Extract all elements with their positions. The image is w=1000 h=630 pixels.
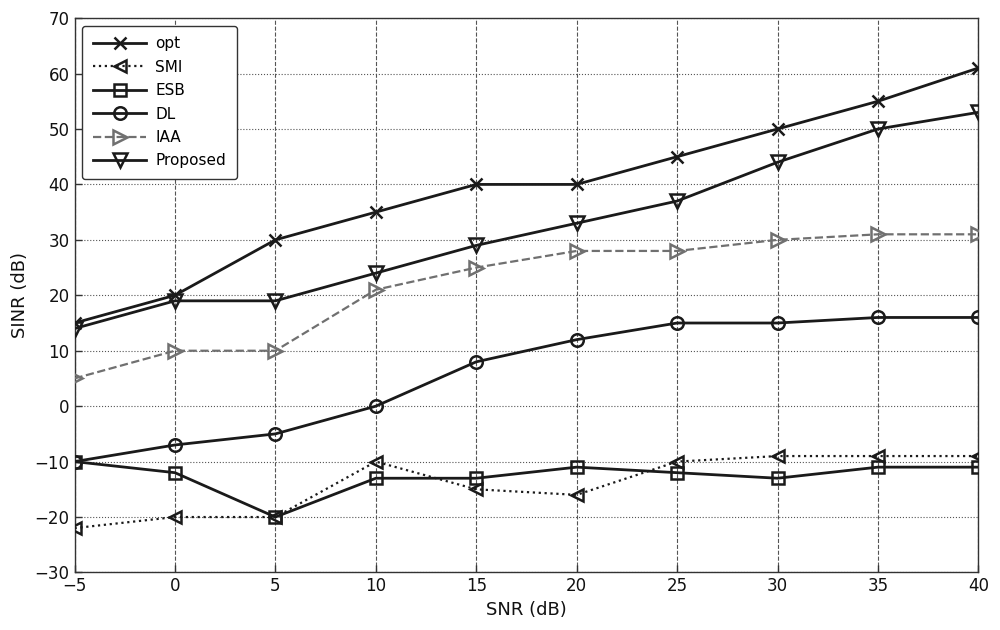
ESB <box>671 469 683 476</box>
IAA <box>69 375 81 382</box>
opt <box>972 64 984 72</box>
SMI <box>571 491 583 498</box>
Proposed <box>69 325 81 333</box>
Proposed <box>571 219 583 227</box>
Line: ESB: ESB <box>69 456 984 523</box>
ESB <box>872 463 884 471</box>
DL <box>571 336 583 343</box>
Legend: opt, SMI, ESB, DL, IAA, Proposed: opt, SMI, ESB, DL, IAA, Proposed <box>82 26 237 179</box>
Line: DL: DL <box>68 311 985 468</box>
Proposed <box>169 297 181 305</box>
SMI <box>370 458 382 466</box>
SMI <box>269 513 281 521</box>
opt <box>470 181 482 188</box>
DL <box>370 403 382 410</box>
SMI <box>972 452 984 460</box>
Line: SMI: SMI <box>68 450 985 534</box>
IAA <box>671 247 683 255</box>
IAA <box>872 231 884 238</box>
ESB <box>772 474 784 482</box>
IAA <box>972 231 984 238</box>
opt <box>69 319 81 327</box>
IAA <box>269 347 281 355</box>
X-axis label: SNR (dB): SNR (dB) <box>486 601 567 619</box>
Proposed <box>972 108 984 116</box>
opt <box>370 209 382 216</box>
ESB <box>972 463 984 471</box>
Line: Proposed: Proposed <box>68 105 985 336</box>
ESB <box>169 469 181 476</box>
DL <box>470 358 482 365</box>
Line: IAA: IAA <box>68 227 985 386</box>
Proposed <box>269 297 281 305</box>
IAA <box>571 247 583 255</box>
opt <box>169 292 181 299</box>
opt <box>671 153 683 161</box>
ESB <box>571 463 583 471</box>
Proposed <box>772 159 784 166</box>
ESB <box>470 474 482 482</box>
DL <box>972 314 984 321</box>
SMI <box>69 524 81 532</box>
Proposed <box>470 242 482 249</box>
ESB <box>370 474 382 482</box>
SMI <box>169 513 181 521</box>
Proposed <box>671 197 683 205</box>
IAA <box>370 286 382 294</box>
DL <box>772 319 784 327</box>
SMI <box>772 452 784 460</box>
opt <box>269 236 281 244</box>
SMI <box>470 486 482 493</box>
DL <box>169 441 181 449</box>
ESB <box>269 513 281 521</box>
IAA <box>169 347 181 355</box>
IAA <box>772 236 784 244</box>
opt <box>772 125 784 133</box>
IAA <box>470 264 482 272</box>
DL <box>872 314 884 321</box>
Proposed <box>370 270 382 277</box>
opt <box>872 98 884 105</box>
Line: opt: opt <box>68 62 985 329</box>
DL <box>69 458 81 466</box>
SMI <box>671 458 683 466</box>
DL <box>269 430 281 438</box>
Proposed <box>872 125 884 133</box>
ESB <box>69 458 81 466</box>
Y-axis label: SINR (dB): SINR (dB) <box>11 252 29 338</box>
SMI <box>872 452 884 460</box>
opt <box>571 181 583 188</box>
DL <box>671 319 683 327</box>
